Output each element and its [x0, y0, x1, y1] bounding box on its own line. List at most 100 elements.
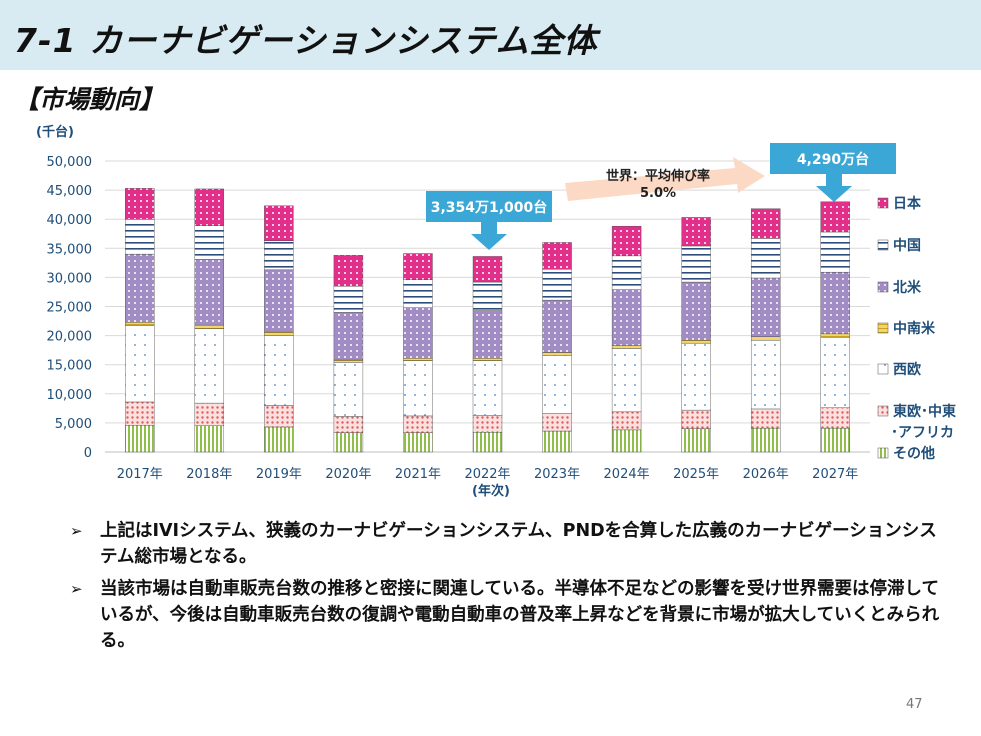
page-number: 47	[906, 697, 923, 712]
bar-eastern-europe-2027年	[820, 407, 850, 429]
bar-eastern-europe-2026年	[750, 408, 781, 429]
bar-japan-2025年	[681, 217, 711, 247]
legend-label-eastern-europe-2: ･アフリカ	[891, 425, 954, 441]
y-tick-label: 20,000	[47, 330, 93, 345]
bar-latin-america-2027年	[820, 333, 850, 338]
bar-latin-america-2020年	[333, 359, 364, 363]
bar-north-america-2019年	[264, 269, 294, 333]
x-tick-label: 2022年	[464, 467, 510, 482]
legend-swatch-north-america	[877, 281, 889, 293]
bar-north-america-2021年	[403, 307, 433, 359]
bar-north-america-2022年	[472, 310, 503, 359]
bullet-item-2: ➢ 当該市場は自動車販売台数の推移と密接に関連している。半導体不足などの影響を受…	[70, 576, 950, 654]
bar-latin-america-2023年	[542, 352, 572, 356]
bar-eastern-europe-2024年	[611, 411, 642, 431]
bar-western-europe-2025年	[681, 342, 711, 411]
bar-north-america-2023年	[542, 299, 572, 353]
x-tick-label: 2019年	[256, 467, 302, 482]
bar-japan-2018年	[194, 188, 225, 226]
legend-swatch-japan	[877, 197, 889, 209]
x-tick-label: 2024年	[604, 467, 650, 482]
y-tick-label: 25,000	[47, 301, 93, 316]
section-heading: 【市場動向】	[14, 85, 165, 114]
bar-japan-2017年	[125, 188, 155, 220]
bullet-arrow-icon: ➢	[70, 580, 83, 598]
bar-latin-america-2017年	[125, 322, 155, 326]
x-tick-label: 2026年	[743, 467, 789, 482]
legend-label-latin-america: 中南米	[893, 320, 936, 337]
bar-china-2025年	[681, 245, 711, 283]
legend-swatch-eastern-europe	[877, 405, 889, 417]
x-tick-label: 2027年	[812, 467, 858, 482]
bar-north-america-2025年	[681, 281, 711, 341]
callout-2022-box	[426, 191, 552, 222]
bar-other-2021年	[403, 432, 433, 453]
bar-western-europe-2027年	[820, 337, 850, 408]
bar-eastern-europe-2019年	[264, 405, 294, 428]
bar-eastern-europe-2025年	[681, 409, 711, 429]
legend-swatch-western-europe	[877, 363, 889, 375]
page-title: 7-1 カーナビゲーションシステム全体	[14, 21, 598, 60]
bar-western-europe-2017年	[125, 325, 155, 403]
bar-japan-2020年	[333, 255, 364, 287]
bar-western-europe-2022年	[472, 360, 503, 416]
y-tick-label: 30,000	[47, 271, 93, 286]
bar-north-america-2018年	[194, 259, 225, 326]
bar-japan-2019年	[264, 205, 294, 241]
callout-2027-box	[770, 143, 896, 174]
bar-china-2023年	[542, 269, 572, 301]
bar-japan-2022年	[472, 256, 503, 283]
bar-japan-2021年	[403, 253, 433, 280]
bar-other-2022年	[472, 432, 503, 453]
bar-western-europe-2026年	[750, 340, 781, 410]
growth-arrow	[565, 157, 765, 201]
bullet-list: ➢ 上記はIVIシステム、狭義のカーナビゲーションシステム、PNDを合算した広義…	[70, 518, 950, 660]
legend-label-china: 中国	[893, 237, 921, 254]
y-tick-label: 50,000	[47, 155, 93, 170]
x-tick-label: 2023年	[534, 467, 580, 482]
callout-2022-label: 3,354万1,000台	[431, 199, 548, 216]
bar-china-2021年	[403, 279, 433, 308]
bar-latin-america-2024年	[611, 345, 642, 349]
callout-2022-arrow	[471, 222, 507, 250]
stacked-bar-chart: (千台) 0 5,000 10,000 15,000 20,000 25,000 30,00…	[36, 124, 956, 499]
bar-other-2024年	[611, 429, 642, 453]
bar-japan-2024年	[611, 225, 642, 257]
legend-swatch-china	[877, 239, 889, 251]
x-tick-label: 2025年	[673, 467, 719, 482]
bar-other-2023年	[542, 430, 572, 453]
bar-western-europe-2020年	[333, 362, 364, 417]
legend-label-north-america: 北米	[893, 279, 922, 296]
bar-china-2022年	[472, 281, 503, 311]
y-tick-label: 10,000	[47, 388, 93, 403]
growth-label-line2: 5.0%	[640, 186, 676, 201]
bar-china-2024年	[611, 255, 642, 290]
bar-north-america-2027年	[820, 271, 850, 335]
bar-latin-america-2025年	[681, 340, 711, 344]
bar-western-europe-2018年	[194, 328, 225, 404]
y-tick-label: 35,000	[47, 242, 93, 257]
bar-japan-2027年	[820, 201, 850, 233]
legend-label-japan: 日本	[893, 195, 922, 212]
bar-china-2017年	[125, 218, 155, 255]
legend-label-eastern-europe-1: 東欧･中東	[893, 403, 956, 420]
y-tick-label: 5,000	[55, 417, 92, 432]
bar-eastern-europe-2023年	[542, 413, 572, 432]
title-bar	[0, 0, 981, 70]
bar-other-2018年	[194, 425, 225, 453]
legend-label-western-europe: 西欧	[893, 361, 921, 378]
bar-western-europe-2019年	[264, 335, 294, 406]
y-axis-ticks: 0 5,000 10,000 15,000 20,000 25,000 30,000 35,0…	[47, 155, 93, 461]
bar-north-america-2017年	[125, 253, 155, 323]
bar-other-2019年	[264, 426, 294, 453]
bar-eastern-europe-2021年	[403, 415, 433, 433]
y-tick-label: 45,000	[47, 184, 93, 199]
legend-label-other: その他	[893, 445, 935, 462]
y-unit-label: (千台)	[36, 124, 74, 140]
bullet-arrow-icon: ➢	[70, 522, 83, 540]
bar-china-2020年	[333, 285, 364, 313]
x-tick-label: 2018年	[186, 467, 232, 482]
bar-western-europe-2023年	[542, 355, 572, 414]
bar-western-europe-2024年	[611, 348, 642, 413]
bar-latin-america-2019年	[264, 331, 294, 336]
